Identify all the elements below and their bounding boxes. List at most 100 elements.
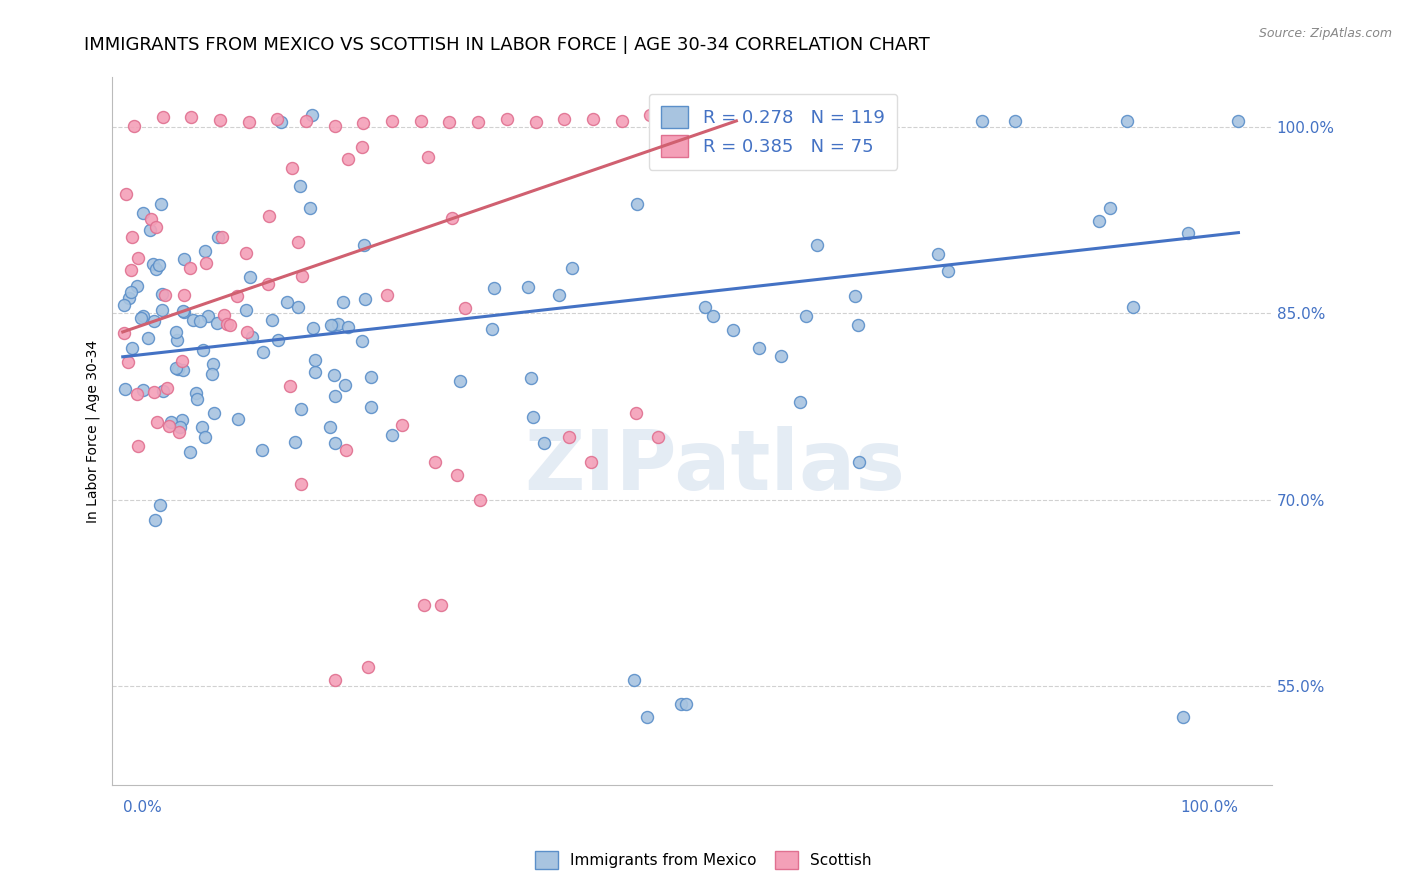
Point xyxy=(145,262,167,277)
Point xyxy=(194,430,217,444)
Point xyxy=(696,110,718,124)
Point xyxy=(353,238,375,252)
Text: IMMIGRANTS FROM MEXICO VS SCOTTISH IN LABOR FORCE | AGE 30-34 CORRELATION CHART: IMMIGRANTS FROM MEXICO VS SCOTTISH IN LA… xyxy=(84,36,931,54)
Point xyxy=(468,492,491,507)
Point xyxy=(304,353,326,368)
Point xyxy=(235,245,257,260)
Point xyxy=(121,229,143,244)
Point xyxy=(287,235,309,250)
Point xyxy=(423,455,446,469)
Point xyxy=(143,513,166,527)
Point xyxy=(122,119,145,133)
Point xyxy=(127,438,149,452)
Point xyxy=(208,112,231,127)
Point xyxy=(1177,226,1199,240)
Point xyxy=(323,673,346,687)
Point xyxy=(166,334,188,348)
Point xyxy=(173,305,195,319)
Point xyxy=(375,288,398,302)
Point xyxy=(520,371,543,385)
Point xyxy=(846,318,869,332)
Point xyxy=(117,355,139,369)
Point xyxy=(132,383,155,397)
Point xyxy=(844,289,866,303)
Point xyxy=(186,392,208,406)
Point xyxy=(352,116,374,130)
Point xyxy=(207,230,229,244)
Point xyxy=(624,406,647,420)
Point xyxy=(112,326,135,341)
Point xyxy=(197,309,219,323)
Point xyxy=(235,302,257,317)
Point xyxy=(323,119,346,133)
Point xyxy=(357,660,380,674)
Point xyxy=(796,310,818,324)
Point xyxy=(257,277,280,291)
Point xyxy=(127,251,149,265)
Point xyxy=(219,318,242,332)
Point xyxy=(848,455,870,469)
Point xyxy=(191,420,214,434)
Point xyxy=(165,360,187,375)
Point xyxy=(301,321,323,335)
Point xyxy=(522,410,544,425)
Point xyxy=(145,220,167,235)
Point xyxy=(319,318,342,332)
Point xyxy=(240,330,263,344)
Point xyxy=(337,152,360,166)
Point xyxy=(194,244,217,258)
Point xyxy=(748,341,770,355)
Point xyxy=(322,368,344,383)
Point xyxy=(217,317,239,331)
Point xyxy=(266,112,288,126)
Point xyxy=(290,477,312,491)
Point xyxy=(202,406,225,420)
Point xyxy=(806,238,828,252)
Point xyxy=(1115,114,1137,128)
Point xyxy=(721,323,744,337)
Point xyxy=(239,270,262,285)
Point xyxy=(301,108,323,122)
Point xyxy=(152,111,174,125)
Point xyxy=(354,292,377,306)
Point xyxy=(173,288,195,302)
Point xyxy=(120,263,142,277)
Point xyxy=(191,343,214,357)
Point xyxy=(252,442,274,457)
Point xyxy=(640,108,662,122)
Point xyxy=(167,425,190,440)
Point xyxy=(1088,214,1111,228)
Point xyxy=(496,112,519,126)
Point xyxy=(276,295,298,310)
Point xyxy=(131,206,153,220)
Point xyxy=(481,321,503,335)
Point xyxy=(150,197,173,211)
Point xyxy=(114,382,136,396)
Point xyxy=(702,309,724,323)
Point xyxy=(152,384,174,398)
Point xyxy=(446,467,468,482)
Point xyxy=(260,313,283,327)
Point xyxy=(295,113,318,128)
Point xyxy=(770,349,793,363)
Point xyxy=(668,112,690,127)
Point xyxy=(226,412,249,426)
Point xyxy=(125,279,148,293)
Point xyxy=(413,598,436,612)
Point xyxy=(156,381,179,395)
Point xyxy=(207,316,229,330)
Point xyxy=(336,320,359,334)
Point xyxy=(149,498,172,512)
Point xyxy=(582,112,605,126)
Point xyxy=(114,186,136,201)
Point xyxy=(172,362,194,376)
Point xyxy=(121,342,143,356)
Point xyxy=(131,309,153,323)
Point xyxy=(290,402,312,417)
Point xyxy=(214,309,236,323)
Point xyxy=(172,304,194,318)
Point xyxy=(120,285,142,299)
Point xyxy=(323,389,346,403)
Point xyxy=(360,400,382,414)
Point xyxy=(150,287,173,301)
